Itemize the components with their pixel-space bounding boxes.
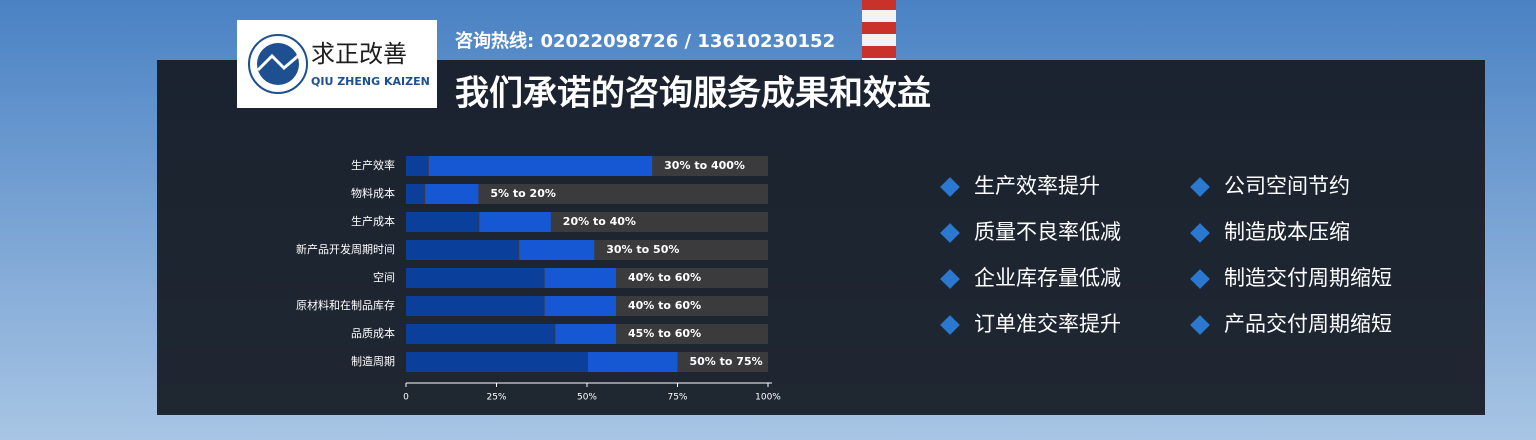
- range-label: 40% to 60%: [628, 299, 701, 312]
- range-label: 45% to 60%: [628, 327, 701, 340]
- high-bar: [544, 268, 616, 288]
- low-bar: [406, 212, 479, 232]
- diamond-icon: [1190, 315, 1210, 335]
- low-bar: [406, 268, 544, 288]
- diamond-icon: [1190, 177, 1210, 197]
- diamond-icon: [940, 315, 960, 335]
- low-bar: [406, 352, 587, 372]
- low-bar: [406, 240, 519, 260]
- x-tick-label: 25%: [486, 393, 506, 403]
- logo-icon: [248, 34, 308, 94]
- category-label: 品质成本: [351, 326, 395, 340]
- category-label: 制造周期: [351, 354, 395, 368]
- benefit-item: 公司空间节约: [1224, 174, 1350, 198]
- benefit-item: 制造交付周期缩短: [1224, 266, 1392, 290]
- range-label: 30% to 400%: [664, 159, 745, 172]
- chart: 生产效率 30% to 400% 物料成本 5% to 20% 生产成本 20% to 4…: [296, 156, 781, 403]
- title: 我们承诺的咨询服务成果和效益: [455, 74, 931, 114]
- range-label: 40% to 60%: [628, 271, 701, 284]
- low-bar: [406, 184, 425, 204]
- logo-cn: 求正改善: [311, 40, 407, 68]
- range-label: 5% to 20%: [490, 187, 555, 200]
- category-label: 物料成本: [351, 186, 395, 200]
- category-label: 原材料和在制品库存: [296, 298, 395, 312]
- range-label: 30% to 50%: [606, 243, 679, 256]
- x-tick-label: 75%: [667, 393, 687, 403]
- category-label: 空间: [373, 270, 395, 284]
- category-label: 生产效率: [351, 158, 395, 172]
- logo-en: QIU ZHENG KAIZEN: [311, 75, 430, 88]
- benefit-item: 制造成本压缩: [1224, 220, 1350, 244]
- track: [406, 184, 768, 204]
- high-bar: [519, 240, 595, 260]
- chimney: [862, 0, 896, 60]
- high-bar: [479, 212, 551, 232]
- diamond-icon: [940, 269, 960, 289]
- high-bar: [428, 156, 653, 176]
- category-label: 新产品开发周期时间: [296, 242, 395, 256]
- high-bar: [588, 352, 678, 372]
- hotline: 咨询热线: 02022098726 / 13610230152: [455, 30, 835, 52]
- high-bar: [555, 324, 616, 344]
- range-label: 20% to 40%: [563, 215, 636, 228]
- x-tick-label: 100%: [755, 393, 781, 403]
- low-bar: [406, 156, 428, 176]
- benefit-item: 生产效率提升: [974, 174, 1100, 198]
- benefit-item: 订单准交率提升: [974, 312, 1121, 336]
- low-bar: [406, 324, 555, 344]
- benefit-item: 企业库存量低减: [974, 266, 1121, 290]
- high-bar: [425, 184, 479, 204]
- high-bar: [544, 296, 616, 316]
- benefit-item: 质量不良率低减: [974, 220, 1121, 244]
- panel: [157, 60, 1485, 415]
- category-label: 生产成本: [351, 214, 395, 228]
- x-tick-label: 0: [403, 393, 409, 403]
- x-tick-label: 50%: [577, 393, 597, 403]
- benefit-item: 产品交付周期缩短: [1224, 312, 1392, 336]
- diamond-icon: [1190, 269, 1210, 289]
- diamond-icon: [1190, 223, 1210, 243]
- range-label: 50% to 75%: [690, 355, 763, 368]
- low-bar: [406, 296, 544, 316]
